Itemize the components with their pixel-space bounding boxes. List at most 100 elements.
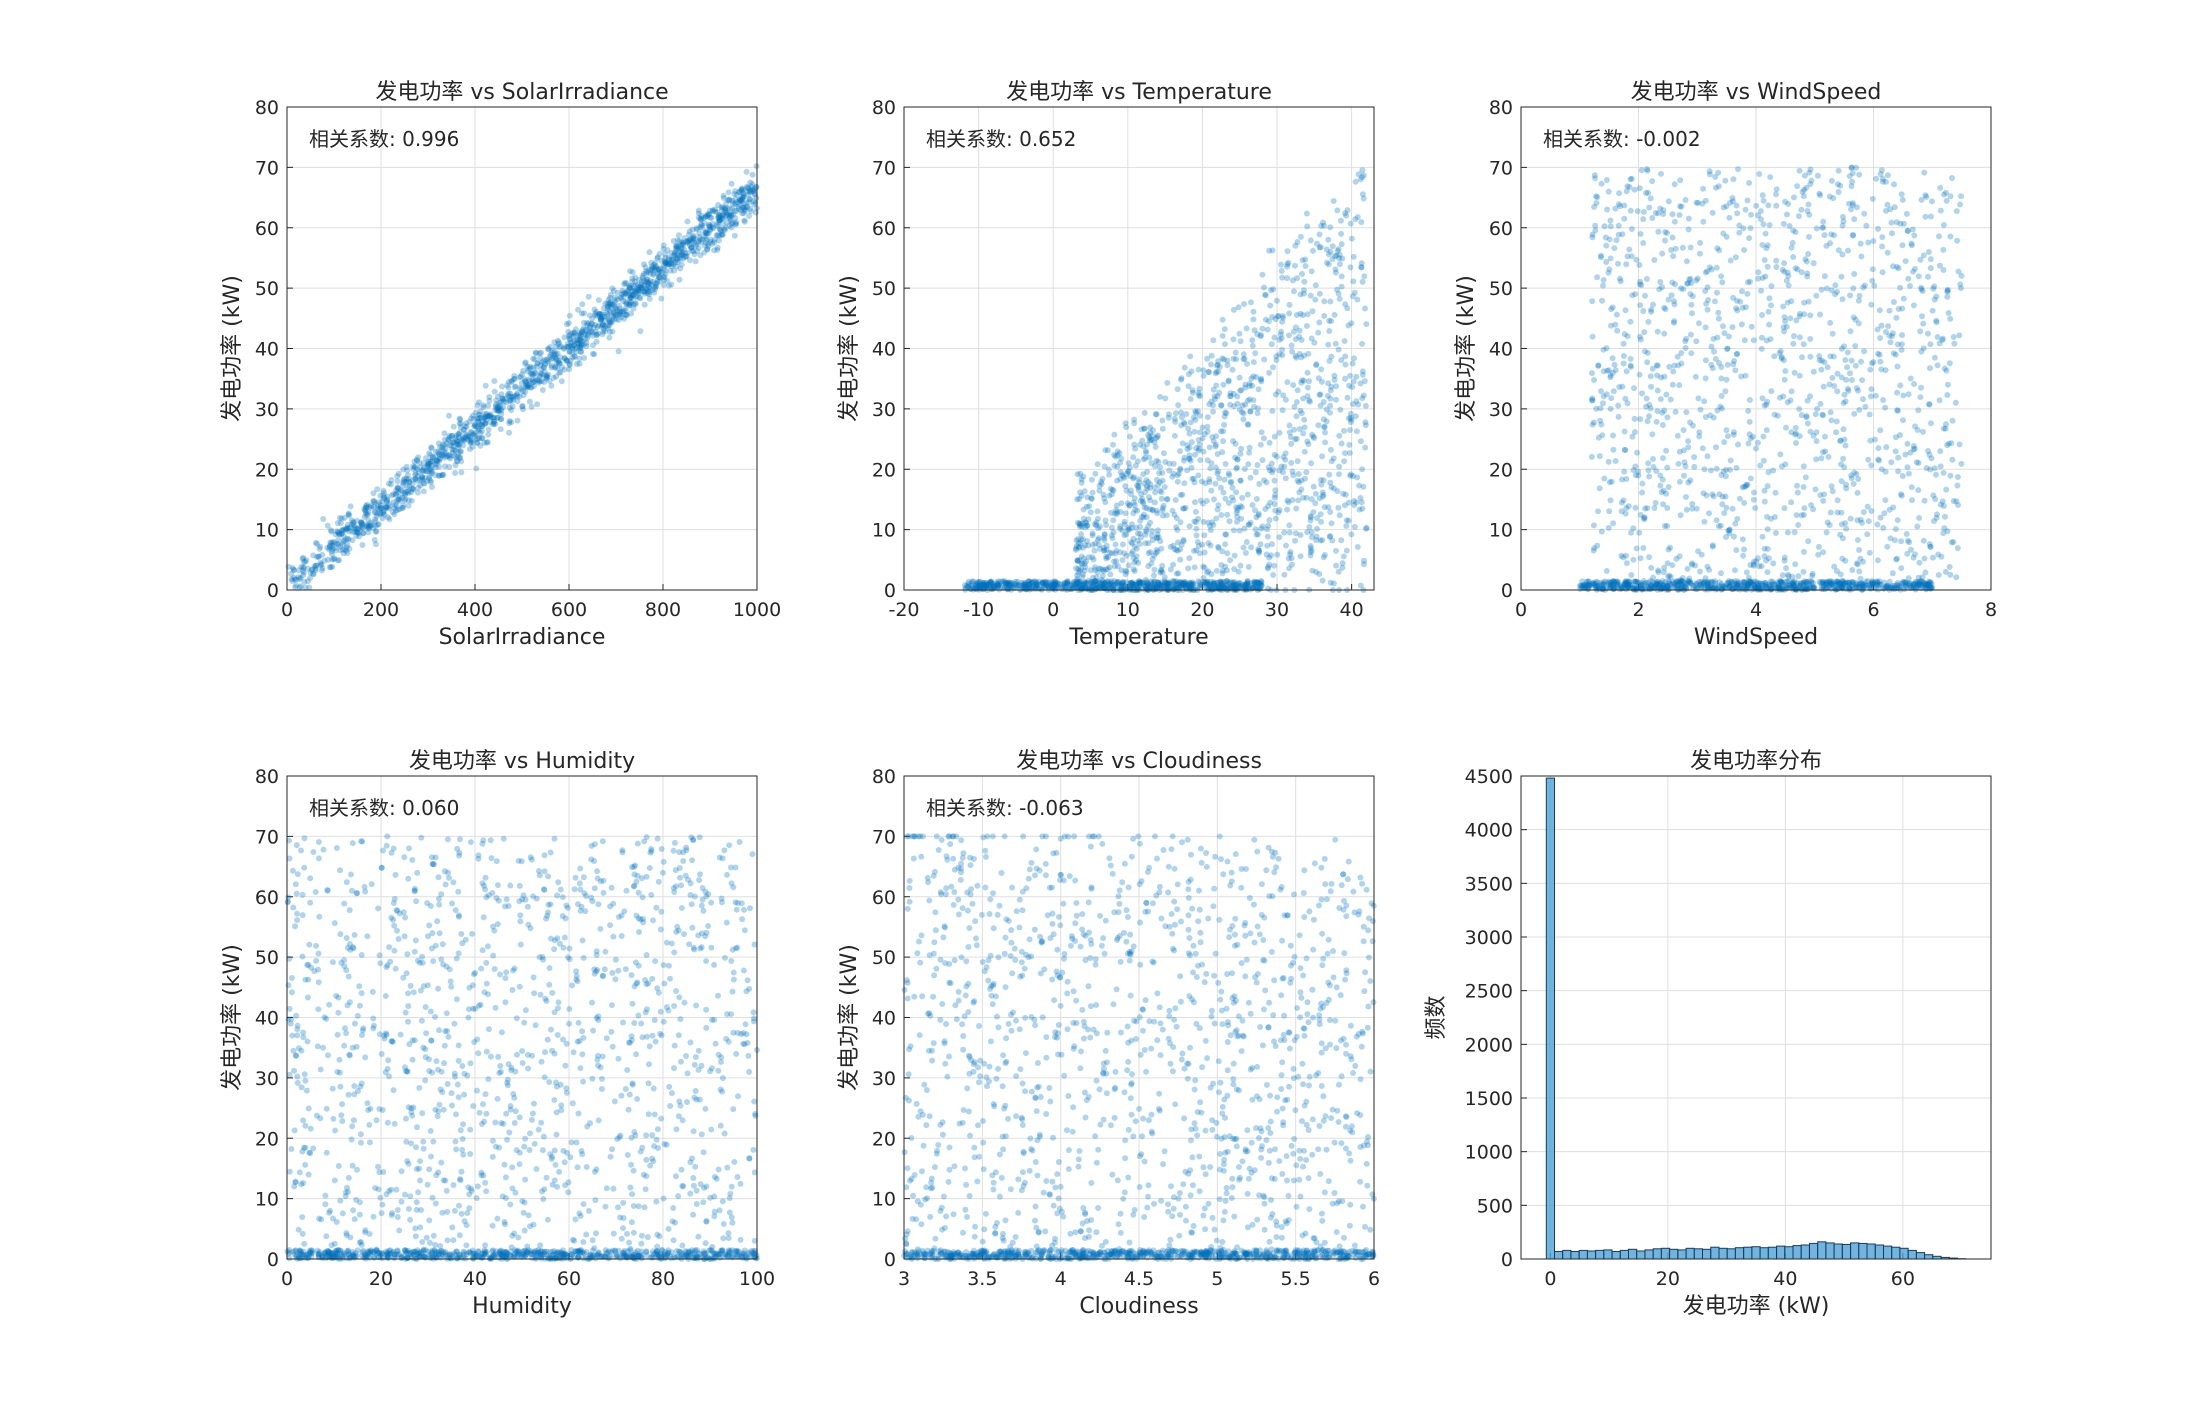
scatter-point (342, 546, 349, 553)
scatter-point (1278, 261, 1284, 268)
scatter-point (1609, 304, 1616, 311)
scatter-point (428, 444, 435, 451)
scatter-point (1187, 353, 1194, 360)
scatter-point (506, 418, 513, 424)
scatter-point (1332, 253, 1338, 259)
scatter-point (1931, 354, 1938, 361)
scatter-point (1243, 539, 1250, 545)
scatter-point (484, 439, 491, 446)
scatter-point (1264, 542, 1271, 549)
scatter-point (695, 238, 702, 244)
scatter-point (722, 209, 729, 216)
scatter-point (354, 517, 360, 524)
scatter-point (1077, 540, 1084, 547)
scatter-point (365, 525, 371, 532)
scatter-point (1134, 482, 1140, 489)
scatter-point (1634, 208, 1641, 215)
scatter-point (487, 412, 494, 419)
scatter-point (518, 380, 525, 387)
scatter-point (411, 458, 418, 465)
scatter-point (400, 466, 407, 473)
scatter-point (471, 421, 478, 428)
scatter-point (692, 258, 699, 265)
scatter-point (591, 306, 598, 313)
scatter-point (1805, 201, 1812, 208)
scatter-point (1082, 524, 1089, 531)
scatter-point (1615, 231, 1622, 238)
scatter-point (394, 478, 401, 485)
scatter-point (578, 329, 585, 335)
scatter-point (1326, 317, 1333, 324)
scatter-point (397, 487, 404, 494)
scatter-point (397, 493, 403, 500)
scatter-point (1315, 375, 1322, 382)
scatter-point (347, 503, 354, 510)
scatter-point (361, 513, 368, 520)
scatter-point (1354, 214, 1361, 220)
scatter-point (680, 241, 687, 248)
scatter-point (491, 378, 498, 384)
scatter-point (553, 359, 560, 366)
scatter-point (1632, 504, 1639, 511)
scatter-point (1325, 261, 1332, 268)
scatter-point (1822, 433, 1828, 440)
scatter-point (439, 472, 446, 478)
scatter-point (1101, 534, 1107, 541)
scatter-point (337, 514, 343, 521)
scatter-point (1910, 302, 1917, 309)
scatter-point (1327, 409, 1333, 416)
scatter-point (1279, 469, 1286, 476)
scatter-point (1227, 557, 1234, 564)
scatter-point (413, 456, 420, 463)
scatter-point (1110, 517, 1117, 524)
scatter-point (577, 348, 584, 355)
scatter-point (1193, 409, 1200, 416)
scatter-point (1179, 491, 1186, 498)
scatter-point (1254, 331, 1261, 338)
scatter-point (1766, 295, 1773, 302)
scatter-point (1363, 321, 1370, 328)
scatter-point (1944, 293, 1951, 300)
scatter-point (1189, 475, 1196, 482)
scatter-point (441, 436, 448, 443)
scatter-point (579, 327, 586, 334)
scatter-point (1278, 268, 1285, 274)
scatter-point (718, 214, 725, 221)
scatter-point (392, 507, 399, 514)
scatter-point (1333, 383, 1340, 390)
scatter-point (581, 310, 587, 317)
scatter-point (712, 206, 718, 213)
scatter-point (1236, 374, 1243, 381)
scatter-point (673, 255, 680, 262)
scatter-point (373, 528, 380, 535)
scatter-point (1345, 322, 1352, 329)
scatter-point (1898, 565, 1905, 572)
scatter-point (643, 270, 650, 276)
scatter-point (1783, 565, 1790, 572)
scatter-point (511, 372, 518, 379)
scatter-point (350, 519, 357, 526)
scatter-point (1119, 557, 1126, 564)
scatter-point (1304, 438, 1311, 445)
scatter-point (632, 274, 639, 281)
scatter-point (1272, 507, 1279, 514)
scatter-point (1162, 395, 1169, 402)
scatter-point (1145, 540, 1152, 547)
scatter-point (1249, 342, 1256, 349)
scatter-point (1314, 525, 1320, 532)
scatter-point (1300, 494, 1307, 501)
scatter-point (584, 332, 591, 339)
scatter-point (1186, 555, 1193, 562)
scatter-point (1880, 397, 1887, 403)
scatter-point (494, 403, 501, 410)
scatter-point (452, 435, 459, 442)
scatter-point (1163, 512, 1170, 519)
scatter-point (1255, 531, 1261, 538)
scatter-point (1104, 578, 1111, 585)
scatter-point (497, 402, 503, 409)
scatter-point (410, 486, 417, 492)
scatter-point (1718, 393, 1725, 399)
scatter-point (456, 429, 463, 436)
scatter-point (976, 582, 983, 589)
scatter-point (583, 343, 590, 350)
